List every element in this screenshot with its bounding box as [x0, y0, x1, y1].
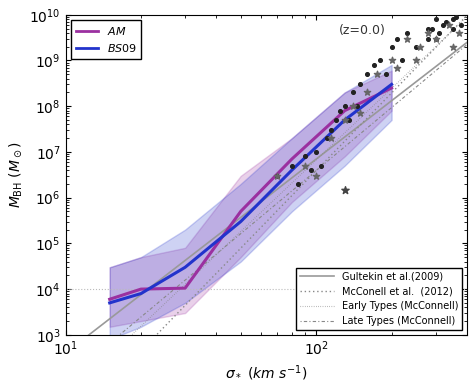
Point: [341, 103, 348, 109]
Point: [356, 110, 364, 116]
Point: [393, 64, 401, 71]
Point: [398, 57, 406, 64]
Point: [356, 81, 364, 87]
Point: [449, 44, 456, 50]
Point: [403, 30, 410, 36]
Point: [416, 44, 424, 50]
Point: [312, 149, 320, 155]
Point: [323, 135, 330, 141]
Point: [432, 35, 439, 42]
Point: [455, 30, 462, 36]
Point: [301, 163, 309, 169]
Point: [403, 35, 410, 42]
Point: [446, 22, 453, 28]
Point: [449, 25, 456, 32]
Point: [393, 35, 401, 42]
Point: [388, 44, 395, 50]
Point: [295, 181, 302, 187]
Point: [312, 173, 320, 179]
Point: [341, 117, 348, 123]
Point: [449, 16, 456, 22]
Point: [412, 44, 419, 50]
Point: [458, 22, 465, 28]
Y-axis label: $M_{\rm BH}$ $(M_\odot)$: $M_{\rm BH}$ $(M_\odot)$: [7, 142, 24, 208]
Point: [374, 71, 381, 77]
Point: [412, 57, 419, 64]
Point: [442, 19, 450, 25]
Point: [452, 14, 459, 20]
Point: [288, 163, 296, 169]
Point: [273, 173, 281, 179]
Legend: Gultekin et al.(2009), McConell et al.  (2012), Early Types (McConnell), Late Ty: Gultekin et al.(2009), McConell et al. (…: [296, 268, 462, 330]
Point: [364, 71, 371, 77]
Point: [349, 89, 356, 96]
Point: [353, 103, 360, 109]
Point: [439, 22, 447, 28]
Point: [424, 35, 432, 42]
Point: [424, 30, 432, 36]
Point: [424, 25, 432, 32]
Point: [432, 16, 439, 22]
Point: [332, 117, 340, 123]
X-axis label: $\sigma_*$ $(km\ s^{-1})$: $\sigma_*$ $(km\ s^{-1})$: [225, 364, 308, 383]
Point: [328, 127, 335, 133]
Point: [341, 186, 348, 193]
Point: [376, 57, 384, 64]
Point: [301, 153, 309, 160]
Point: [388, 57, 395, 64]
Point: [345, 117, 353, 123]
Point: [273, 173, 281, 179]
Point: [318, 163, 325, 169]
Point: [428, 25, 436, 32]
Point: [349, 103, 356, 109]
Point: [370, 62, 378, 68]
Point: [328, 135, 335, 141]
Point: [432, 35, 439, 42]
Point: [382, 71, 390, 77]
Point: [307, 167, 314, 173]
Point: [364, 89, 371, 96]
Text: (z=0.0): (z=0.0): [338, 24, 385, 37]
Point: [436, 30, 443, 36]
Point: [337, 108, 344, 114]
